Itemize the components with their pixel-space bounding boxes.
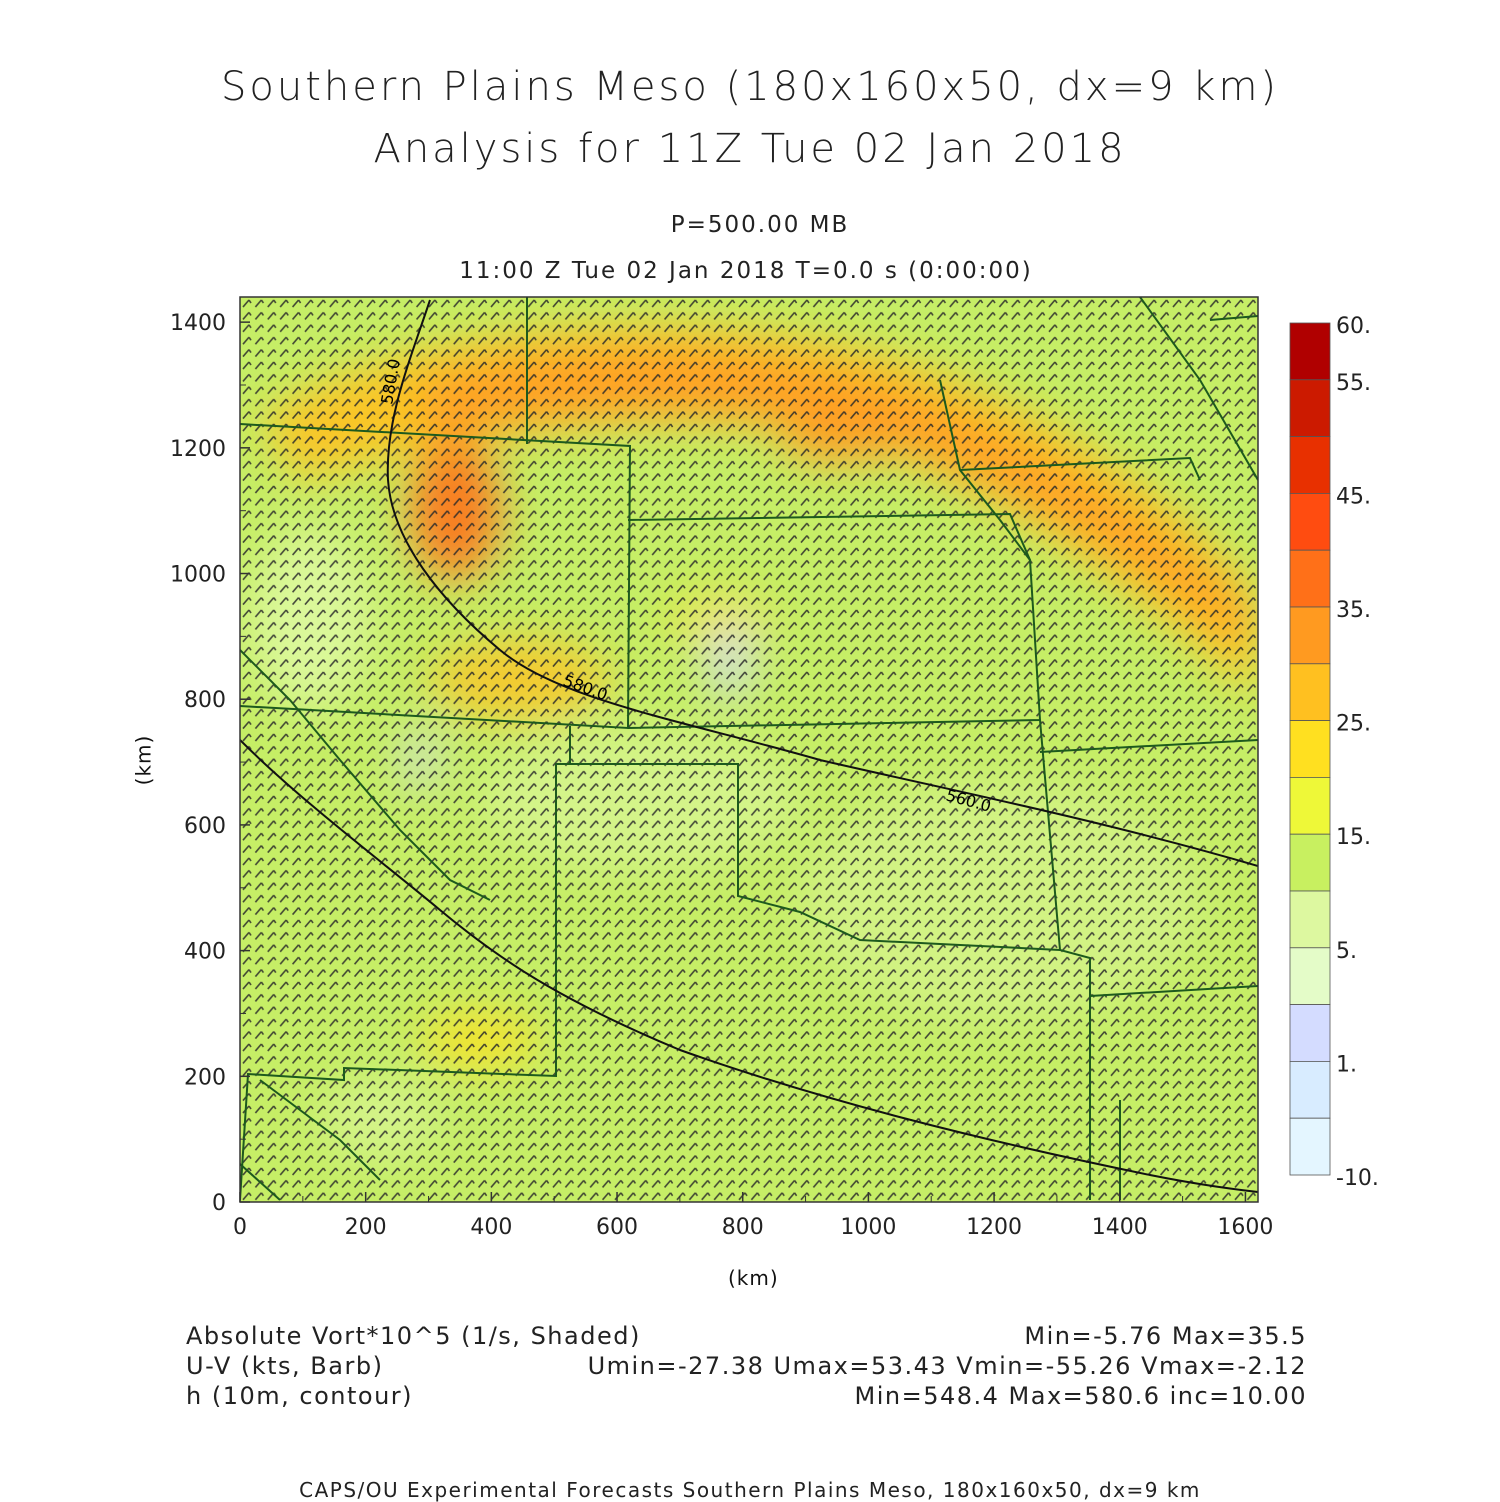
- x-axis-ticks: 0 200 400 600 800 1000 1200 1400 1600: [233, 1192, 1273, 1240]
- y-tick-label: 200: [184, 1065, 226, 1090]
- colorbar-swatch: [1289, 606, 1331, 665]
- colorbar-label: 15.: [1336, 825, 1371, 850]
- legend-field-1-stats: Min=-5.76 Max=35.5: [1024, 1322, 1307, 1350]
- x-axis-label: (km): [728, 1266, 779, 1290]
- colorbar-swatch: [1289, 833, 1331, 892]
- footer-credit: CAPS/OU Experimental Forecasts Southern …: [299, 1478, 1201, 1502]
- colorbar: 60. 55. 45. 35. 25. 15. 5. 1. -10.: [1289, 314, 1379, 1191]
- colorbar-label: 25.: [1336, 712, 1371, 737]
- colorbar-swatch: [1289, 379, 1331, 437]
- colorbar-swatch: [1289, 549, 1331, 608]
- valid-time-label: 11:00 Z Tue 02 Jan 2018 T=0.0 s (0:00:00…: [459, 258, 1033, 284]
- y-tick-label: 1200: [170, 437, 226, 462]
- y-tick-label: 600: [184, 814, 226, 839]
- contour-560: [240, 739, 1258, 1193]
- pressure-level-label: P=500.00 MB: [670, 212, 850, 238]
- title-line-1: Southern Plains Meso (180x160x50, dx=9 k…: [220, 64, 1280, 110]
- x-tick-label: 1400: [1092, 1215, 1148, 1240]
- colorbar-label: 60.: [1336, 314, 1371, 339]
- y-tick-label: 1400: [170, 311, 226, 336]
- colorbar-swatch: [1289, 1061, 1331, 1119]
- colorbar-label: -10.: [1336, 1166, 1379, 1191]
- legend-field-3-stats: Min=548.4 Max=580.6 inc=10.00: [854, 1382, 1307, 1410]
- colorbar-label: 45.: [1336, 484, 1371, 509]
- x-tick-label: 1200: [966, 1215, 1022, 1240]
- x-tick-label: 800: [722, 1215, 764, 1240]
- x-tick-label: 200: [345, 1215, 387, 1240]
- legend-field-1: Absolute Vort*10^5 (1/s, Shaded): [186, 1322, 641, 1350]
- colorbar-swatch: [1289, 1117, 1331, 1176]
- x-tick-label: 400: [470, 1215, 512, 1240]
- contour-580: [386, 299, 1258, 867]
- colorbar-swatch: [1289, 492, 1331, 551]
- y-axis-ticks: 0 200 400 600 800 1000 1200 1400: [170, 311, 250, 1216]
- y-tick-label: 400: [184, 940, 226, 965]
- y-tick-label: 0: [212, 1191, 226, 1216]
- colorbar-label: 55.: [1336, 371, 1371, 396]
- colorbar-swatch: [1289, 890, 1331, 949]
- colorbar-swatch: [1289, 947, 1331, 1005]
- colorbar-swatch: [1289, 1004, 1331, 1062]
- title-line-2: Analysis for 11Z Tue 02 Jan 2018: [373, 126, 1127, 172]
- colorbar-label: 1.: [1336, 1052, 1357, 1077]
- x-tick-label: 1000: [840, 1215, 896, 1240]
- colorbar-swatch: [1289, 663, 1331, 721]
- y-tick-label: 800: [184, 688, 226, 713]
- legend-field-2: U-V (kts, Barb): [186, 1352, 384, 1380]
- x-tick-label: 1600: [1217, 1215, 1273, 1240]
- colorbar-label: 35.: [1336, 598, 1371, 623]
- colorbar-swatch: [1289, 777, 1331, 835]
- colorbar-swatch: [1289, 720, 1331, 778]
- legend-field-2-stats: Umin=-27.38 Umax=53.43 Vmin=-55.26 Vmax=…: [587, 1352, 1307, 1380]
- colorbar-swatch: [1289, 322, 1331, 381]
- y-axis-label: (km): [131, 734, 156, 786]
- x-tick-label: 0: [233, 1215, 247, 1240]
- legend-field-3: h (10m, contour): [186, 1382, 414, 1410]
- plot-frame: [239, 296, 1259, 1203]
- x-tick-label: 600: [596, 1215, 638, 1240]
- vorticity-shading: [240, 297, 1258, 1202]
- y-tick-label: 1000: [170, 563, 226, 588]
- colorbar-label: 5.: [1336, 939, 1357, 964]
- colorbar-swatch: [1289, 436, 1331, 494]
